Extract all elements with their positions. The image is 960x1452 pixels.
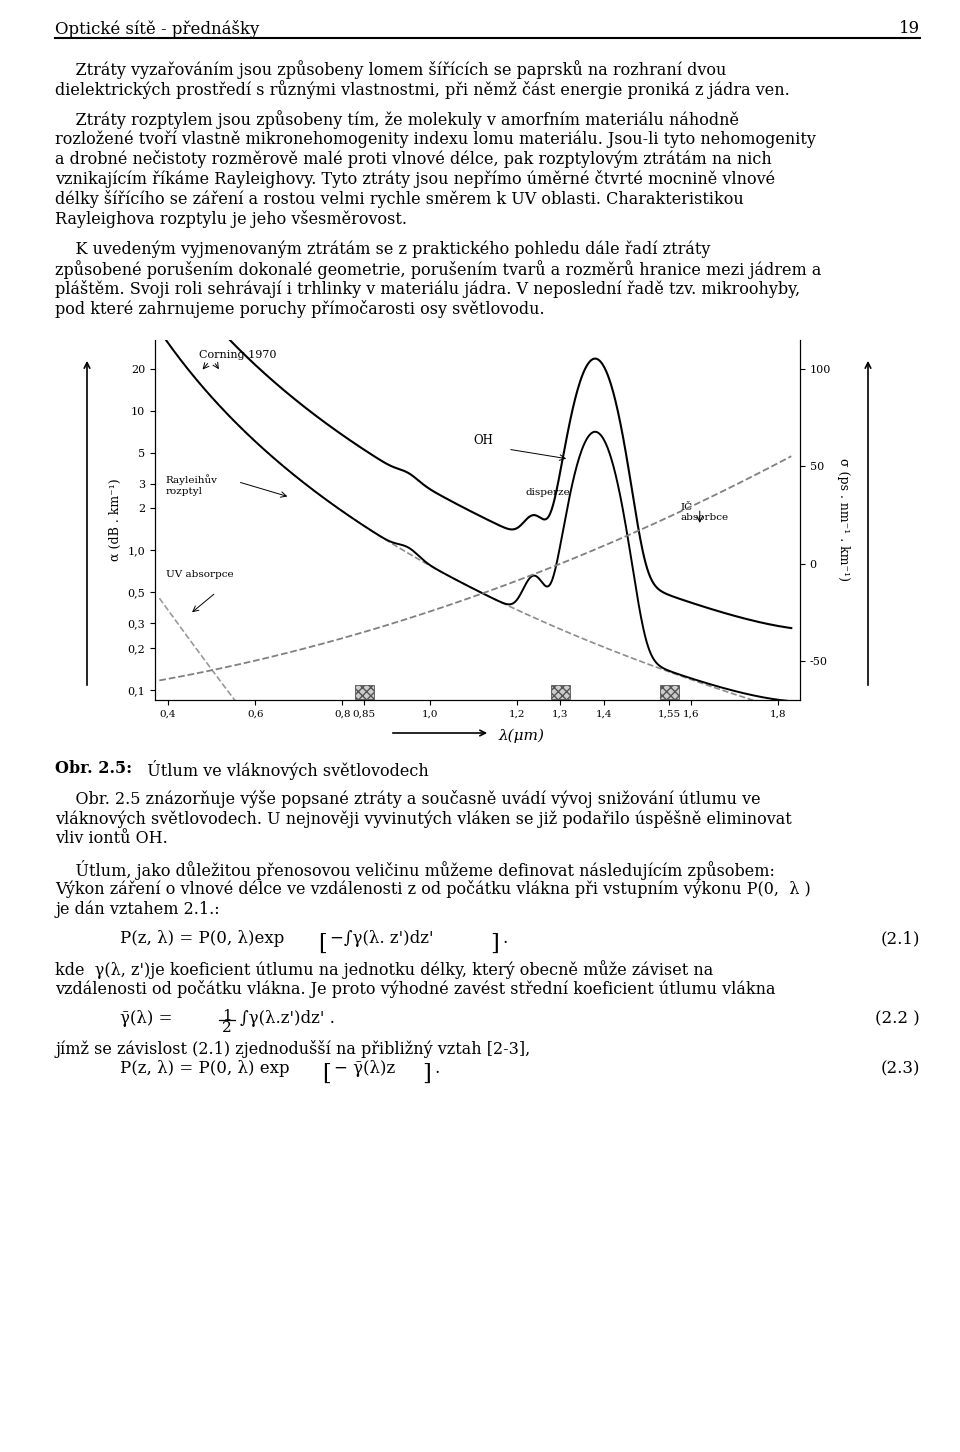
Text: dielektrických prostředí s různými vlastnostmi, při němž část energie proniká z : dielektrických prostředí s různými vlast… <box>55 80 790 99</box>
Text: Rayleighova rozptylu je jeho všesměrovost.: Rayleighova rozptylu je jeho všesměrovos… <box>55 211 407 228</box>
Bar <box>551 685 570 700</box>
Text: vláknových světlovodech. U nejnověji vyvinutých vláken se již podařilo úspěšně e: vláknových světlovodech. U nejnověji vyv… <box>55 810 792 828</box>
Text: UV absorpce: UV absorpce <box>166 571 233 579</box>
Text: vznikajícím říkáme Rayleighovy. Tyto ztráty jsou nepřímo úměrné čtvrté mocnině v: vznikajícím říkáme Rayleighovy. Tyto ztr… <box>55 170 775 187</box>
Text: [: [ <box>318 934 326 955</box>
Text: .: . <box>434 1060 440 1077</box>
Bar <box>354 685 373 700</box>
Text: −∫γ(λ. z')dz': −∫γ(λ. z')dz' <box>330 929 434 947</box>
Text: (2.3): (2.3) <box>880 1060 920 1077</box>
Text: ]: ] <box>422 1063 431 1085</box>
Text: způsobené porušením dokonalé geometrie, porušením tvarů a rozměrů hranice mezi j: způsobené porušením dokonalé geometrie, … <box>55 260 822 279</box>
Text: Ztráty rozptylem jsou způsobeny tím, že molekuly v amorfním materiálu náhodně: Ztráty rozptylem jsou způsobeny tím, že … <box>55 110 739 129</box>
Text: (2.2 ): (2.2 ) <box>876 1011 920 1027</box>
Text: ∫γ(λ.z')dz' .: ∫γ(λ.z')dz' . <box>240 1011 335 1027</box>
Text: Útlum ve vláknových světlovodech: Útlum ve vláknových světlovodech <box>137 759 429 780</box>
Text: (2.1): (2.1) <box>880 929 920 947</box>
Text: pod které zahrnujeme poruchy přímočarosti osy světlovodu.: pod které zahrnujeme poruchy přímočarost… <box>55 301 544 318</box>
Text: Útlum, jako důležitou přenosovou veličinu můžeme definovat následujícím způsobem: Útlum, jako důležitou přenosovou veličin… <box>55 860 775 880</box>
Text: Optické sítě - přednášky: Optické sítě - přednášky <box>55 20 259 38</box>
Text: − γ̄(λ)z: − γ̄(λ)z <box>334 1060 396 1077</box>
Text: disperze: disperze <box>525 488 570 497</box>
Text: Výkon záření o vlnové délce ve vzdálenosti z od počátku vlákna při vstupním výko: Výkon záření o vlnové délce ve vzdálenos… <box>55 880 811 897</box>
Text: a drobné nečistoty rozměrově malé proti vlnové délce, pak rozptylovým ztrátám na: a drobné nečistoty rozměrově malé proti … <box>55 150 772 168</box>
Text: OH: OH <box>473 434 493 447</box>
Text: Ztráty vyzařováním jsou způsobeny lomem šířících se paprsků na rozhraní dvou: Ztráty vyzařováním jsou způsobeny lomem … <box>55 60 727 78</box>
Text: Obr. 2.5:: Obr. 2.5: <box>55 759 132 777</box>
Text: .: . <box>502 929 507 947</box>
Text: kde  γ(λ, z')je koeficient útlumu na jednotku délky, který obecně může záviset n: kde γ(λ, z')je koeficient útlumu na jedn… <box>55 960 713 979</box>
Text: vliv iontů OH.: vliv iontů OH. <box>55 831 168 847</box>
Text: [: [ <box>322 1063 331 1085</box>
Text: λ(μm): λ(μm) <box>498 729 544 743</box>
Text: jímž se závislost (2.1) zjednodušší na přibližný vztah [2-3],: jímž se závislost (2.1) zjednodušší na p… <box>55 1040 530 1059</box>
Text: vzdálenosti od počátku vlákna. Je proto výhodné zavést střední koeficient útlumu: vzdálenosti od počátku vlákna. Je proto … <box>55 980 776 998</box>
Text: P(z, λ) = P(0, λ) exp: P(z, λ) = P(0, λ) exp <box>120 1060 290 1077</box>
Y-axis label: σ (ps . nm⁻¹ . km⁻¹): σ (ps . nm⁻¹ . km⁻¹) <box>837 459 850 581</box>
Y-axis label: α (dB . km⁻¹): α (dB . km⁻¹) <box>109 479 122 562</box>
Text: Corning 1970: Corning 1970 <box>199 350 276 360</box>
Text: délky šířícího se záření a rostou velmi rychle směrem k UV oblasti. Charakterist: délky šířícího se záření a rostou velmi … <box>55 190 744 208</box>
Text: Rayleihův
rozptyl: Rayleihův rozptyl <box>166 475 218 495</box>
Text: IČ
absorbce: IČ absorbce <box>680 502 729 521</box>
Text: K uvedeným vyjmenovaným ztrátám se z praktického pohledu dále řadí ztráty: K uvedeným vyjmenovaným ztrátám se z pra… <box>55 240 710 257</box>
Bar <box>660 685 679 700</box>
Text: P(z, λ) = P(0, λ)exp: P(z, λ) = P(0, λ)exp <box>120 929 284 947</box>
Text: γ̄(λ) =: γ̄(λ) = <box>120 1011 173 1027</box>
Text: 2: 2 <box>222 1021 232 1035</box>
Text: rozložené tvoří vlastně mikronehomogenity indexu lomu materiálu. Jsou-li tyto ne: rozložené tvoří vlastně mikronehomogenit… <box>55 131 816 148</box>
Text: 19: 19 <box>899 20 920 36</box>
Text: je dán vztahem 2.1.:: je dán vztahem 2.1.: <box>55 900 220 918</box>
Text: 1: 1 <box>222 1009 232 1024</box>
Text: Obr. 2.5 znázorňuje výše popsané ztráty a současně uvádí vývoj snižování útlumu : Obr. 2.5 znázorňuje výše popsané ztráty … <box>55 790 760 807</box>
Text: ]: ] <box>490 934 499 955</box>
Text: pláštěm. Svoji roli sehrávají i trhlinky v materiálu jádra. V neposlední řadě tz: pláštěm. Svoji roli sehrávají i trhlinky… <box>55 280 800 298</box>
